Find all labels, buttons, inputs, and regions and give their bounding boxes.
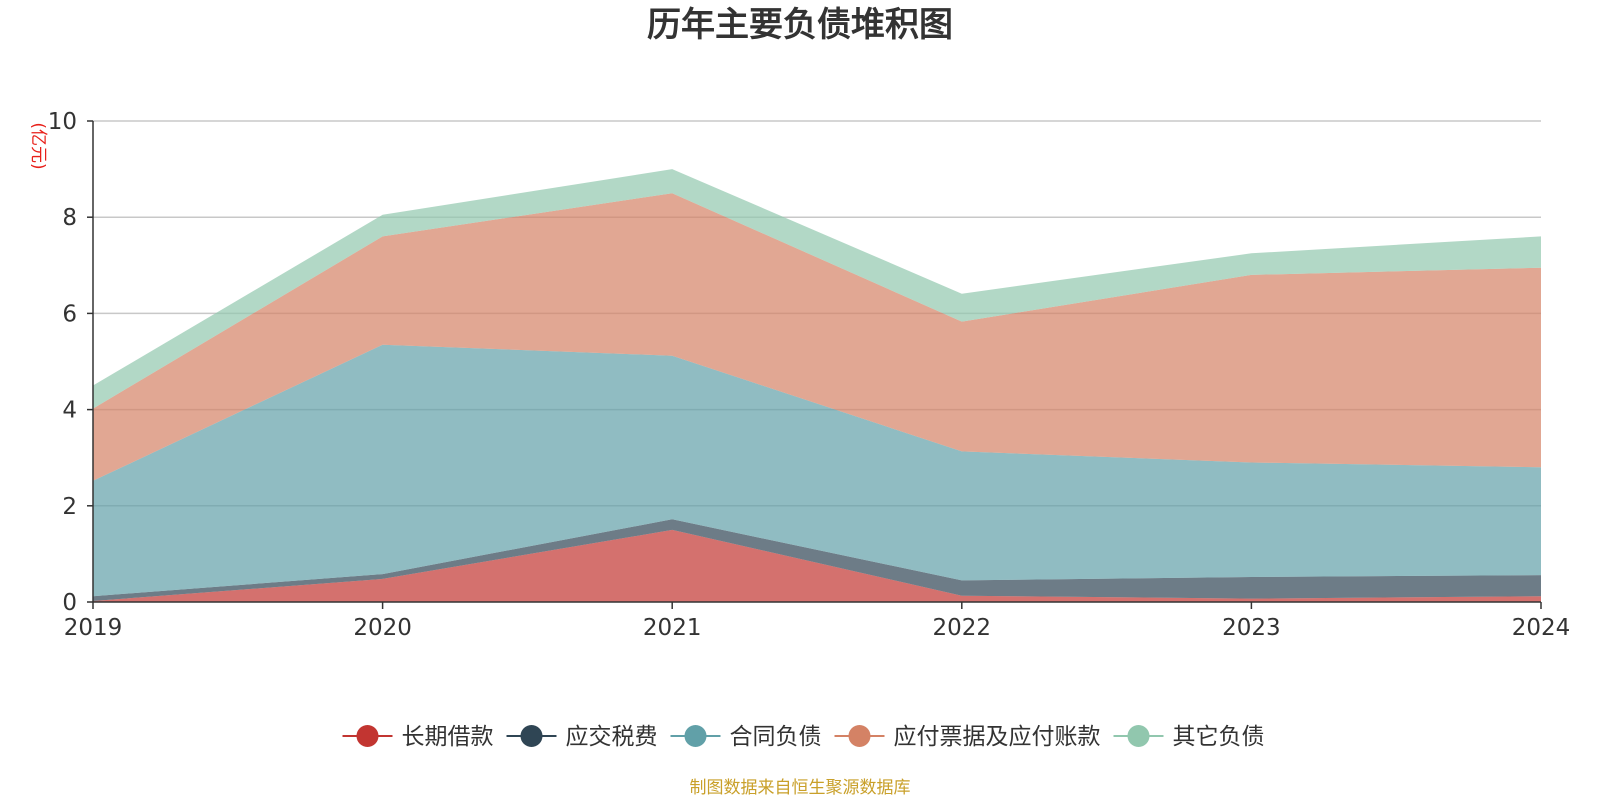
- area-应付票据及应付账款[interactable]: [93, 193, 1541, 481]
- x-tick-label: 2022: [933, 615, 992, 641]
- area-应交税费[interactable]: [93, 519, 1541, 601]
- area-合同负债[interactable]: [93, 344, 1541, 597]
- x-tick-label: 2023: [1222, 615, 1281, 641]
- y-tick-label: 10: [48, 109, 77, 135]
- unit-label: (亿元): [28, 122, 48, 169]
- legend-label: 其它负债: [1173, 724, 1265, 750]
- y-tick-label: 6: [62, 301, 77, 327]
- legend-marker: [1127, 725, 1150, 747]
- x-tick-label: 2019: [64, 615, 123, 641]
- source-note: 制图数据来自恒生聚源数据库: [690, 778, 911, 798]
- legend-label: 应交税费: [566, 724, 658, 750]
- chart-title: 历年主要负债堆积图: [647, 5, 953, 45]
- y-tick-label: 2: [62, 494, 77, 520]
- legend-item-应交税费[interactable]: 应交税费: [506, 724, 658, 750]
- axes: 0 2 4 6 8 10 2019 2020 2021 2022 2023 2024: [48, 109, 1571, 641]
- x-tick-label: 2024: [1512, 615, 1571, 641]
- legend-item-其它负债[interactable]: 其它负债: [1113, 724, 1265, 750]
- legend-marker: [356, 725, 379, 747]
- legend-item-合同负债[interactable]: 合同负债: [670, 724, 822, 750]
- legend-label: 合同负债: [730, 724, 822, 750]
- legend-label: 长期借款: [402, 724, 494, 750]
- area-长期借款[interactable]: [93, 529, 1541, 602]
- y-tick-label: 8: [62, 205, 77, 231]
- legend-item-长期借款[interactable]: 长期借款: [342, 724, 494, 750]
- x-tick-label: 2021: [643, 615, 702, 641]
- y-tick-label: 0: [62, 590, 77, 616]
- area-series: [93, 169, 1541, 602]
- legend-marker: [684, 725, 707, 747]
- x-tick-label: 2020: [353, 615, 412, 641]
- legend-marker: [848, 725, 871, 747]
- legend-label: 应付票据及应付账款: [894, 724, 1101, 750]
- legend[interactable]: 长期借款 应交税费 合同负债 应付票据及应付账款 其它负债: [342, 724, 1265, 750]
- y-tick-label: 4: [62, 398, 77, 424]
- legend-item-应付票据及应付账款[interactable]: 应付票据及应付账款: [834, 724, 1101, 750]
- legend-marker: [520, 725, 543, 747]
